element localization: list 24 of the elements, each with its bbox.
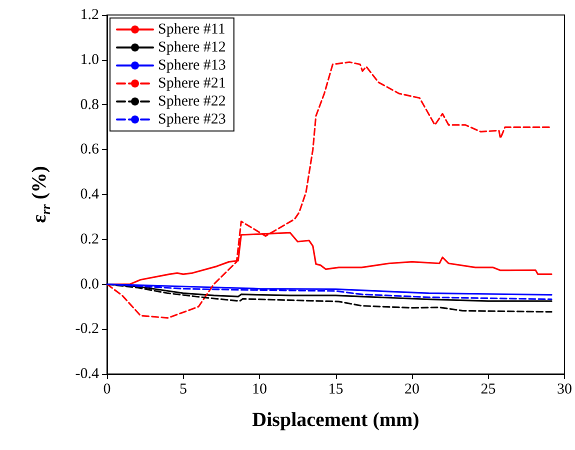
x-axis-title: Displacement (mm) (252, 409, 420, 431)
x-tick-label: 20 (404, 382, 420, 398)
x-tick-label: 0 (103, 382, 111, 398)
y-tick-label: 1.2 (80, 7, 99, 23)
legend-label: Sphere #22 (158, 94, 226, 110)
legend-label: Sphere #11 (158, 22, 226, 38)
y-tick-label: 0.4 (80, 186, 100, 202)
y-tick-label: 0.0 (80, 276, 99, 292)
y-tick-label: 1.0 (80, 52, 99, 68)
x-tick-label: 15 (328, 382, 344, 398)
y-tick-label: -0.4 (75, 366, 100, 382)
legend-label: Sphere #13 (158, 58, 226, 74)
legend-label: Sphere #23 (158, 112, 226, 128)
x-tick-label: 5 (180, 382, 187, 398)
x-tick-label: 25 (480, 382, 496, 398)
y-tick-label: -0.2 (75, 321, 99, 338)
y-tick-label: 0.6 (80, 142, 100, 158)
y-tick-label: 0.2 (80, 231, 99, 248)
legend-label: Sphere #21 (158, 76, 226, 92)
y-axis-title: εrr (%) (28, 166, 53, 223)
x-tick-label: 10 (252, 382, 267, 398)
y-tick-label: 0.8 (80, 96, 99, 113)
x-tick-label: 30 (557, 382, 572, 398)
legend-label: Sphere #12 (158, 40, 226, 56)
